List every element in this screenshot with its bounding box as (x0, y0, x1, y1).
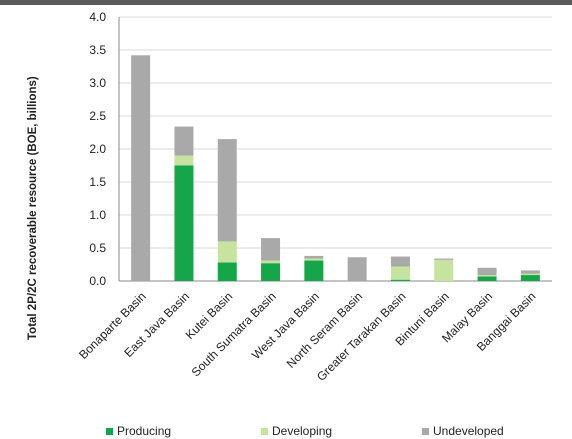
bar-segment-producing (520, 275, 540, 281)
top-bar (0, 0, 572, 5)
y-tick-label: 2.0 (89, 142, 106, 156)
bar-segment-producing (477, 276, 497, 281)
bar-segment-developing (304, 258, 324, 261)
bar-segment-producing (304, 260, 324, 281)
bar-segment-developing (434, 259, 454, 281)
bar-segment-developing (174, 155, 194, 166)
x-tick-label: North Seram Basin (284, 289, 366, 371)
legend-label-producing: Producing (117, 424, 172, 438)
bar-segment-undeveloped (261, 238, 281, 261)
bar-segment-developing (477, 275, 497, 277)
bar-segment-undeveloped (477, 267, 497, 276)
bar-segment-producing (261, 263, 281, 281)
bar-segment-undeveloped (434, 258, 454, 260)
bar-segment-developing (520, 273, 540, 276)
y-tick-label: 1.0 (89, 208, 106, 222)
bar-segment-developing (390, 266, 410, 280)
legend-swatch-producing (106, 427, 113, 435)
legend-item-developing: Developing (261, 424, 332, 438)
y-tick-labels: 0.0 0.5 1.0 1.5 2.0 2.5 3.0 3.5 4.0 (89, 10, 106, 288)
bar-segment-undeveloped (390, 256, 410, 267)
y-tick-label: 3.5 (89, 43, 106, 57)
y-tick-label: 1.5 (89, 175, 106, 189)
legend-swatch-developing (261, 427, 268, 435)
legend-item-undeveloped: Undeveloped (422, 424, 504, 438)
bar-segment-producing (174, 165, 194, 281)
bar-segment-producing (217, 262, 237, 281)
y-tick-label: 0.0 (89, 274, 106, 288)
legend-swatch-undeveloped (422, 427, 429, 435)
x-tick-label: South Sumatra Basin (189, 289, 279, 379)
bar-segment-developing (217, 241, 237, 263)
legend: Producing Developing Undeveloped (0, 424, 572, 439)
legend-label-developing: Developing (272, 424, 333, 438)
bar-segment-undeveloped (304, 255, 324, 259)
bar-segment-undeveloped (347, 257, 367, 281)
y-axis-label: Total 2P/2C recoverable resource (BOE, b… (27, 76, 39, 340)
y-tick-label: 4.0 (89, 10, 106, 24)
bar-segment-producing (390, 279, 410, 281)
legend-item-producing: Producing (106, 424, 171, 438)
y-tick-label: 0.5 (89, 241, 106, 255)
bar-segment-undeveloped (174, 126, 194, 156)
bar-segment-undeveloped (131, 55, 151, 281)
y-tick-label: 3.0 (89, 76, 106, 90)
legend-label-undeveloped: Undeveloped (433, 424, 504, 438)
bar-segment-developing (261, 260, 281, 264)
bars (131, 55, 540, 281)
bar-segment-undeveloped (520, 270, 540, 274)
y-tick-label: 2.5 (89, 109, 106, 123)
bar-segment-undeveloped (217, 139, 237, 242)
